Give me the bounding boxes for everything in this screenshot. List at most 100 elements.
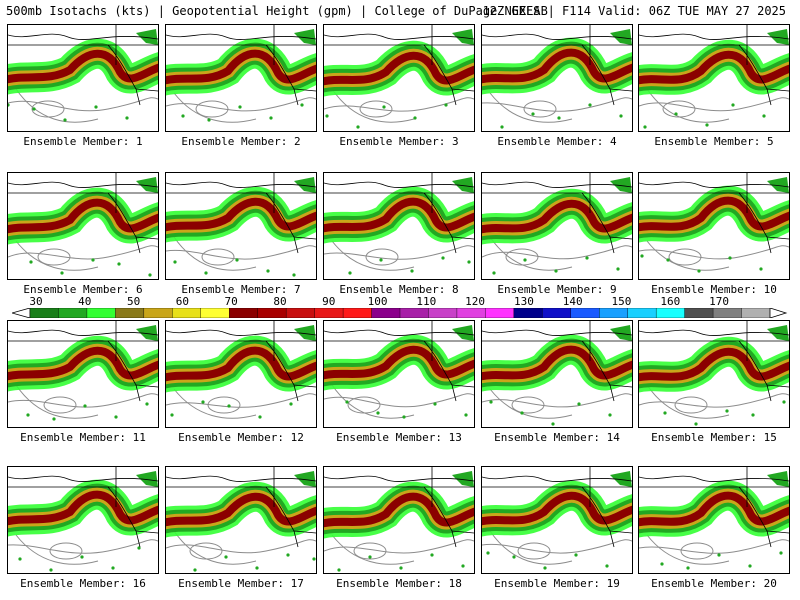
ensemble-member-map	[165, 24, 317, 132]
isotach-blob	[767, 29, 789, 45]
ensemble-member-label: Ensemble Member: 5	[654, 135, 774, 148]
isotach-map	[324, 321, 474, 419]
height-contour	[482, 245, 632, 260]
isotach-blob	[467, 260, 471, 264]
isotach-blob	[136, 177, 158, 193]
coastline	[581, 486, 615, 548]
isotach-map	[639, 467, 789, 570]
border-line	[135, 236, 158, 240]
border-line	[609, 384, 632, 388]
isotach-blob	[705, 123, 709, 127]
isotach-blob	[356, 125, 360, 129]
ensemble-member-label: Ensemble Member: 2	[181, 135, 301, 148]
isotach-blob	[748, 564, 752, 568]
ensemble-member-map	[481, 172, 633, 280]
isotach-blob	[204, 271, 208, 275]
isotach-blob	[224, 555, 228, 559]
height-contour	[173, 236, 257, 271]
colorbar-segment	[485, 308, 515, 318]
isotach-blob	[464, 413, 468, 417]
isotach-blob	[18, 557, 22, 561]
isotach-map	[482, 25, 632, 129]
isotach-blob	[452, 471, 474, 487]
height-contour	[639, 539, 789, 554]
isotach-map	[324, 25, 474, 129]
height-contour	[331, 88, 415, 123]
height-contour	[347, 396, 381, 414]
ensemble-member-map	[7, 320, 159, 428]
height-contour	[646, 384, 730, 419]
isotach-blob	[520, 411, 524, 415]
ensemble-member-map	[323, 24, 475, 132]
colorbar-segment	[342, 308, 373, 318]
isotach-blob	[181, 114, 185, 118]
isotach-map	[324, 173, 474, 275]
isotach-blob	[325, 114, 329, 118]
isotach-blob	[759, 267, 763, 271]
isotach-blob	[610, 325, 632, 341]
height-contour	[8, 393, 158, 408]
height-contour	[489, 236, 573, 271]
isotach-blob	[433, 402, 437, 406]
isotach-blob	[289, 402, 293, 406]
isotach-map	[639, 321, 789, 426]
chart-header: 500mb Isotachs (kts) | Geopotential Heig…	[0, 0, 800, 22]
coastline	[8, 181, 158, 188]
isotach-blob	[782, 400, 786, 404]
ensemble-member-map	[7, 24, 159, 132]
colorbar-bar	[12, 308, 788, 318]
isotach-blob	[266, 269, 270, 273]
isotach-blob	[531, 112, 535, 116]
height-contour	[353, 542, 387, 560]
border-line	[609, 88, 632, 92]
isotach-blob	[751, 413, 755, 417]
isotach-blob	[292, 273, 296, 277]
ensemble-member-label: Ensemble Member: 19	[494, 577, 620, 590]
jet-core-band	[166, 197, 316, 232]
coastline	[107, 486, 141, 548]
isotach-blob	[666, 258, 670, 262]
isotach-blob	[543, 566, 547, 570]
isotach-blob	[402, 415, 406, 419]
isotach-blob	[136, 325, 158, 341]
coastline	[482, 181, 632, 188]
isotach-blob	[382, 105, 386, 109]
height-contour	[489, 530, 573, 565]
colorbar-segment	[172, 308, 202, 318]
ensemble-member-label: Ensemble Member: 1	[23, 135, 143, 148]
height-contour	[166, 539, 316, 554]
ensemble-member-label: Ensemble Member: 7	[181, 283, 301, 296]
colorbar-segment	[456, 308, 486, 318]
isotach-blob	[588, 103, 592, 107]
height-contour	[511, 396, 545, 414]
colorbar-segment	[570, 308, 600, 318]
jet-core-band	[166, 346, 316, 382]
colorbar-segment	[143, 308, 173, 318]
isotach-blob	[697, 269, 701, 273]
height-contour	[324, 539, 474, 554]
coastline	[639, 475, 789, 482]
isotach-map	[482, 467, 632, 570]
coastline	[738, 486, 772, 548]
isotach-blob	[376, 411, 380, 415]
isotach-blob	[294, 471, 316, 487]
height-contour	[646, 240, 730, 271]
isotach-blob	[63, 118, 67, 122]
colorbar-tick-label: 150	[611, 295, 632, 308]
ensemble-member-label: Ensemble Member: 14	[494, 431, 620, 444]
isotach-blob	[551, 422, 555, 426]
height-contour	[173, 388, 257, 419]
coastline	[265, 192, 299, 254]
isotach-blob	[557, 116, 561, 120]
coastline	[581, 44, 615, 106]
isotach-blob	[725, 409, 729, 413]
isotach-blob	[452, 325, 474, 341]
isotach-blob	[619, 114, 623, 118]
isotach-map	[482, 321, 632, 426]
border-line	[451, 384, 474, 388]
colorbar-segment	[542, 308, 572, 318]
isotach-blob	[8, 103, 10, 107]
jet-core-band	[482, 199, 632, 234]
colorbar-tick-label: 160	[660, 295, 681, 308]
isotach-blob	[574, 553, 578, 557]
